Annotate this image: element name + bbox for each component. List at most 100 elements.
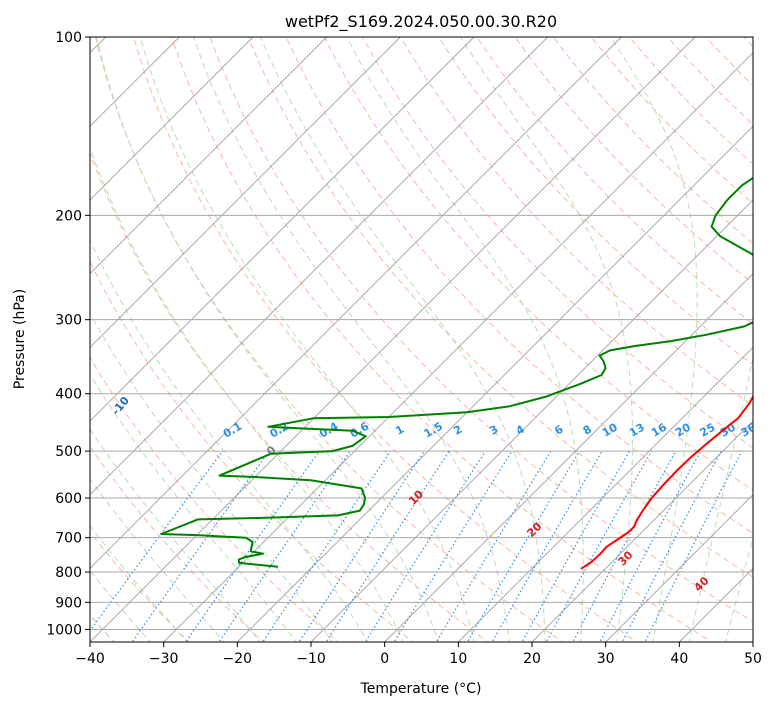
mixing-ratio-label: 0.1 xyxy=(221,420,244,441)
moist-adiabat-label: 20 xyxy=(524,520,544,540)
y-tick-label: 500 xyxy=(55,444,82,460)
mixing-ratio-line xyxy=(572,450,677,642)
isotherm xyxy=(90,37,475,422)
pressure-gridlines xyxy=(90,36,753,630)
y-axis-ticks: 100 200 300 400 500 600 700 800 900 1000 xyxy=(46,30,90,638)
dewpoint-profile xyxy=(160,176,753,568)
x-tick-label: −10 xyxy=(296,651,326,667)
mixing-ratio-label: 2 xyxy=(451,423,464,438)
moist-adiabat xyxy=(761,37,775,644)
y-tick-label: 600 xyxy=(55,491,82,507)
dry-adiabat xyxy=(90,356,340,642)
moist-adiabat xyxy=(90,525,188,642)
isotherm xyxy=(163,52,753,642)
mixing-ratio-label: 8 xyxy=(581,423,594,438)
y-tick-label: 1000 xyxy=(46,622,82,638)
mixing-ratio-line xyxy=(298,450,425,642)
dry-adiabat-label: -10 xyxy=(109,394,132,418)
dry-adiabat xyxy=(552,37,753,245)
moist-adiabat xyxy=(688,355,753,642)
isotherm xyxy=(90,37,696,642)
mixing-ratio-line xyxy=(599,450,702,642)
dry-adiabat xyxy=(90,260,414,642)
dry-adiabat xyxy=(247,37,753,578)
temperature-profile xyxy=(580,394,753,570)
x-tick-label: 50 xyxy=(744,651,762,667)
isotherm xyxy=(531,420,753,642)
isotherm xyxy=(90,37,622,569)
moist-adiabat-label: 30 xyxy=(616,548,636,568)
moist-adiabat xyxy=(724,536,753,642)
moist-adiabat-label: 10 xyxy=(406,487,426,507)
isotherm xyxy=(90,37,548,496)
mixing-ratio-line xyxy=(621,450,722,642)
isotherm xyxy=(90,37,327,275)
x-tick-label: −40 xyxy=(75,651,105,667)
isotherm xyxy=(310,199,753,642)
mixing-ratio-label: 36 xyxy=(739,421,759,440)
y-tick-label: 300 xyxy=(55,313,82,329)
mixing-ratio-line xyxy=(131,450,270,642)
dry-adiabat xyxy=(476,37,753,325)
mixing-ratio-line xyxy=(466,450,580,642)
mixing-ratio-line xyxy=(644,450,743,642)
x-axis-label: Temperature (°C) xyxy=(360,681,482,697)
mixing-ratio-label: 6 xyxy=(552,422,565,437)
x-tick-label: −20 xyxy=(223,651,253,667)
dry-adiabat xyxy=(90,445,265,642)
mixing-ratio-line xyxy=(435,450,552,642)
dry-adiabat xyxy=(514,37,753,285)
isotherm xyxy=(752,641,753,642)
y-axis-label: Pressure (hPa) xyxy=(12,289,28,389)
dry-adiabat xyxy=(133,37,638,642)
mixing-ratio-label: 13 xyxy=(627,421,647,440)
dry-adiabat xyxy=(769,24,775,645)
mixing-ratio-label: 20 xyxy=(673,421,693,440)
mixing-ratio-label: 16 xyxy=(649,421,669,440)
plot-frame xyxy=(89,36,754,643)
dry-adiabat xyxy=(90,151,489,642)
mixing-ratio-line xyxy=(185,450,320,642)
mixing-ratio-line xyxy=(325,450,450,642)
x-tick-label: 20 xyxy=(523,651,541,667)
mixing-ratio-line xyxy=(218,450,351,642)
isotherm xyxy=(679,567,753,642)
isotherm xyxy=(90,37,254,201)
mixing-ratio-line xyxy=(90,450,223,632)
moist-adiabat xyxy=(90,373,297,642)
mixing-ratio-line xyxy=(364,450,486,642)
moist-adiabat-label: 40 xyxy=(692,574,712,594)
dry-adiabat xyxy=(666,37,753,126)
chart-title: wetPf2_S169.2024.050.00.30.R20 xyxy=(285,12,557,32)
moist-adiabat xyxy=(90,146,404,642)
isotherm xyxy=(605,494,753,642)
background-lines xyxy=(0,24,775,645)
isotherm xyxy=(237,125,753,642)
mixing-ratio-label: 3 xyxy=(487,423,500,438)
x-tick-label: 0 xyxy=(380,651,389,667)
mixing-ratio-line xyxy=(393,450,513,642)
y-tick-label: 100 xyxy=(55,30,82,46)
y-tick-label: 400 xyxy=(55,387,82,403)
dry-adiabat xyxy=(285,37,753,534)
x-tick-label: 40 xyxy=(670,651,688,667)
moist-adiabat xyxy=(0,37,4,644)
y-tick-label: 800 xyxy=(55,565,82,581)
y-tick-label: 700 xyxy=(55,531,82,547)
mixing-ratio-label: 30 xyxy=(718,421,738,440)
moist-adiabat xyxy=(90,311,333,642)
x-tick-label: 30 xyxy=(597,651,615,667)
mixing-ratio-label: 1 xyxy=(393,423,406,438)
moist-adiabat xyxy=(260,37,546,642)
moist-adiabat xyxy=(90,428,261,642)
moist-adiabat xyxy=(90,238,369,642)
dry-adiabat xyxy=(400,37,753,407)
x-axis-ticks: −40 −30 −20 −10 0 10 20 30 40 50 xyxy=(75,642,762,667)
x-tick-label: 10 xyxy=(449,651,467,667)
dry-adiabat xyxy=(590,37,753,205)
y-tick-label: 900 xyxy=(55,595,82,611)
y-tick-label: 200 xyxy=(55,208,82,224)
x-tick-label: −30 xyxy=(149,651,179,667)
moist-adiabat xyxy=(90,478,225,642)
